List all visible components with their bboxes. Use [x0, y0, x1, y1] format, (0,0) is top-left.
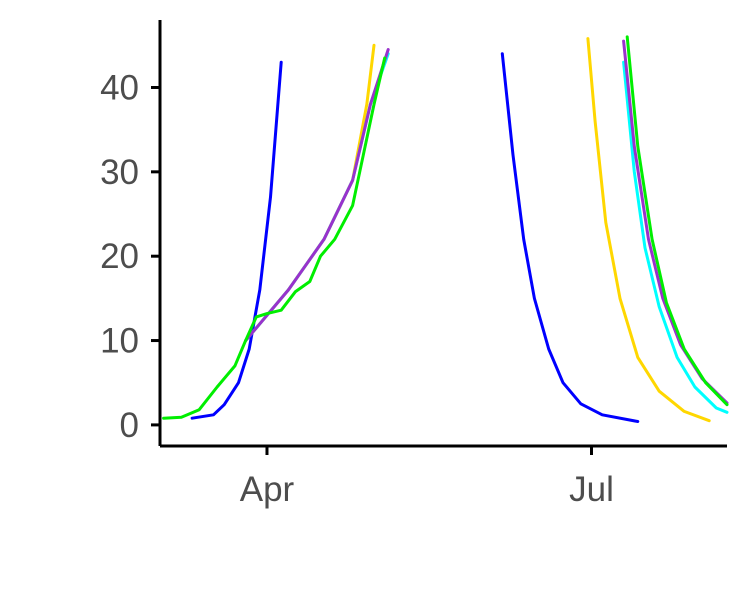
y-tick-label: 30 [100, 153, 139, 192]
series-line-1 [190, 60, 283, 420]
series-line-5 [162, 56, 387, 420]
y-axis-ticks: 0 10 20 30 40 [100, 68, 160, 445]
x-tick-label: Apr [240, 470, 295, 509]
series-line-8 [622, 60, 729, 414]
series-layer [162, 35, 729, 423]
y-tick-label: 0 [120, 406, 139, 445]
x-tick-label: Jul [569, 470, 614, 509]
y-tick-label: 40 [100, 68, 139, 107]
y-tick-label: 20 [100, 237, 139, 276]
series-line-7 [586, 37, 711, 423]
x-axis-ticks: Apr Jul [240, 446, 614, 509]
series-line-4 [244, 48, 390, 343]
y-tick-label: 10 [100, 322, 139, 361]
series-line-10 [625, 35, 729, 407]
series-line-6 [500, 52, 640, 423]
